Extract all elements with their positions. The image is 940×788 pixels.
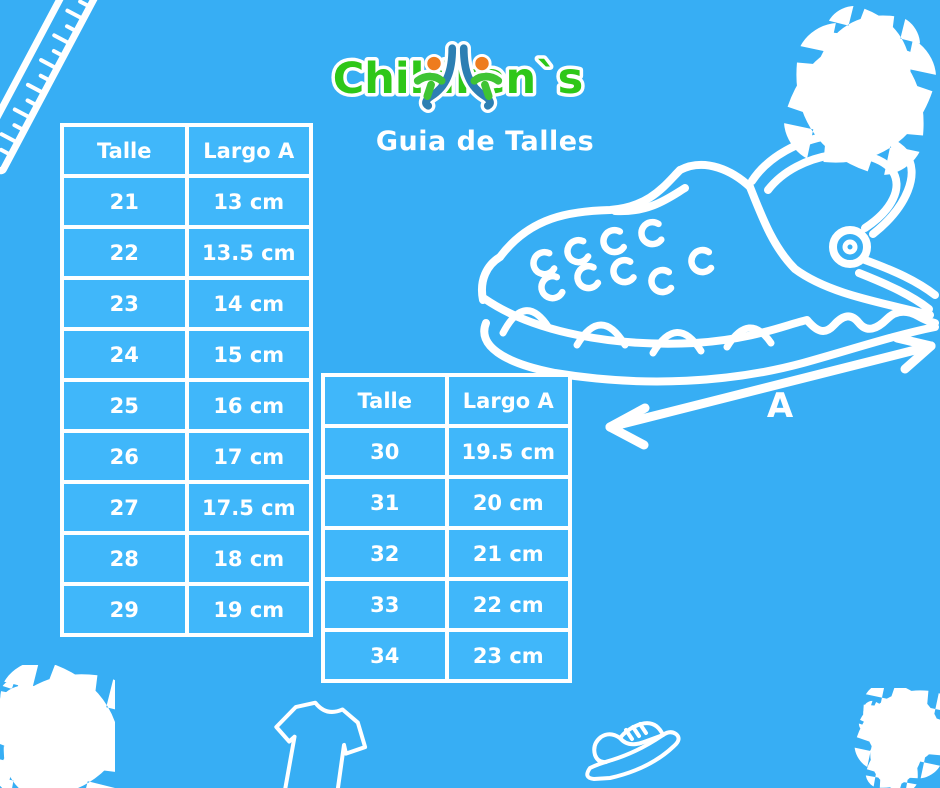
column-header: Largo A bbox=[184, 123, 313, 178]
size-table-30-34: Talle Largo A 30 19.5 cm 31 20 cm 32 21 cm 33 22… bbox=[321, 373, 572, 683]
size-cell: 15 cm bbox=[184, 327, 313, 382]
table-row: 31 20 cm bbox=[321, 475, 572, 530]
column-header: Talle bbox=[60, 123, 189, 178]
size-cell: 28 bbox=[60, 531, 189, 586]
size-cell: 16 cm bbox=[184, 378, 313, 433]
table-row: 33 22 cm bbox=[321, 577, 572, 632]
size-cell: 18 cm bbox=[184, 531, 313, 586]
sneaker-icon bbox=[585, 721, 681, 781]
size-table-21-29: Talle Largo A 21 13 cm 22 13.5 cm 23 14 cm 24 15… bbox=[60, 123, 313, 637]
size-cell: 17 cm bbox=[184, 429, 313, 484]
table-row: 34 23 cm bbox=[321, 628, 572, 683]
ruler-icon bbox=[0, 0, 106, 175]
column-header: Largo A bbox=[444, 373, 572, 428]
size-cell: 29 bbox=[60, 582, 189, 637]
header-row: Talle Largo A bbox=[60, 123, 313, 178]
table-row: 30 19.5 cm bbox=[321, 424, 572, 479]
size-cell: 27 bbox=[60, 480, 189, 535]
table-row: 24 15 cm bbox=[60, 327, 313, 382]
size-cell: 14 cm bbox=[184, 276, 313, 331]
table-row: 22 13.5 cm bbox=[60, 225, 313, 280]
size-cell: 25 bbox=[60, 378, 189, 433]
clog-outline-icon: A bbox=[478, 129, 939, 450]
size-cell: 20 cm bbox=[444, 475, 572, 530]
size-cell: 19.5 cm bbox=[444, 424, 572, 479]
sparkles-bottom-left-icon bbox=[0, 665, 115, 788]
children-figures-icon bbox=[410, 41, 506, 113]
size-cell: 34 bbox=[321, 628, 449, 683]
column-header: Talle bbox=[321, 373, 449, 428]
size-cell: 21 cm bbox=[444, 526, 572, 581]
table-row: 21 13 cm bbox=[60, 174, 313, 229]
page-title: Guia de Talles bbox=[375, 126, 595, 157]
table-row: 25 16 cm bbox=[60, 378, 313, 433]
table-row: 27 17.5 cm bbox=[60, 480, 313, 535]
arrow-label: A bbox=[767, 386, 794, 426]
size-cell: 13.5 cm bbox=[184, 225, 313, 280]
size-cell: 32 bbox=[321, 526, 449, 581]
header-row: Talle Largo A bbox=[321, 373, 572, 428]
brand-header: Children`s bbox=[268, 34, 648, 120]
tshirt-icon bbox=[274, 700, 368, 788]
table-row: 28 18 cm bbox=[60, 531, 313, 586]
table-row: 29 19 cm bbox=[60, 582, 313, 637]
size-cell: 26 bbox=[60, 429, 189, 484]
size-cell: 30 bbox=[321, 424, 449, 479]
table-row: 26 17 cm bbox=[60, 429, 313, 484]
sparkles-bottom-right-icon bbox=[848, 688, 940, 788]
size-cell: 31 bbox=[321, 475, 449, 530]
size-cell: 23 cm bbox=[444, 628, 572, 683]
table-row: 32 21 cm bbox=[321, 526, 572, 581]
size-cell: 22 bbox=[60, 225, 189, 280]
size-cell: 13 cm bbox=[184, 174, 313, 229]
size-cell: 33 bbox=[321, 577, 449, 632]
size-cell: 17.5 cm bbox=[184, 480, 313, 535]
table-row: 23 14 cm bbox=[60, 276, 313, 331]
size-cell: 21 bbox=[60, 174, 189, 229]
size-cell: 22 cm bbox=[444, 577, 572, 632]
size-cell: 24 bbox=[60, 327, 189, 382]
length-arrow bbox=[605, 333, 936, 450]
size-cell: 23 bbox=[60, 276, 189, 331]
size-cell: 19 cm bbox=[184, 582, 313, 637]
